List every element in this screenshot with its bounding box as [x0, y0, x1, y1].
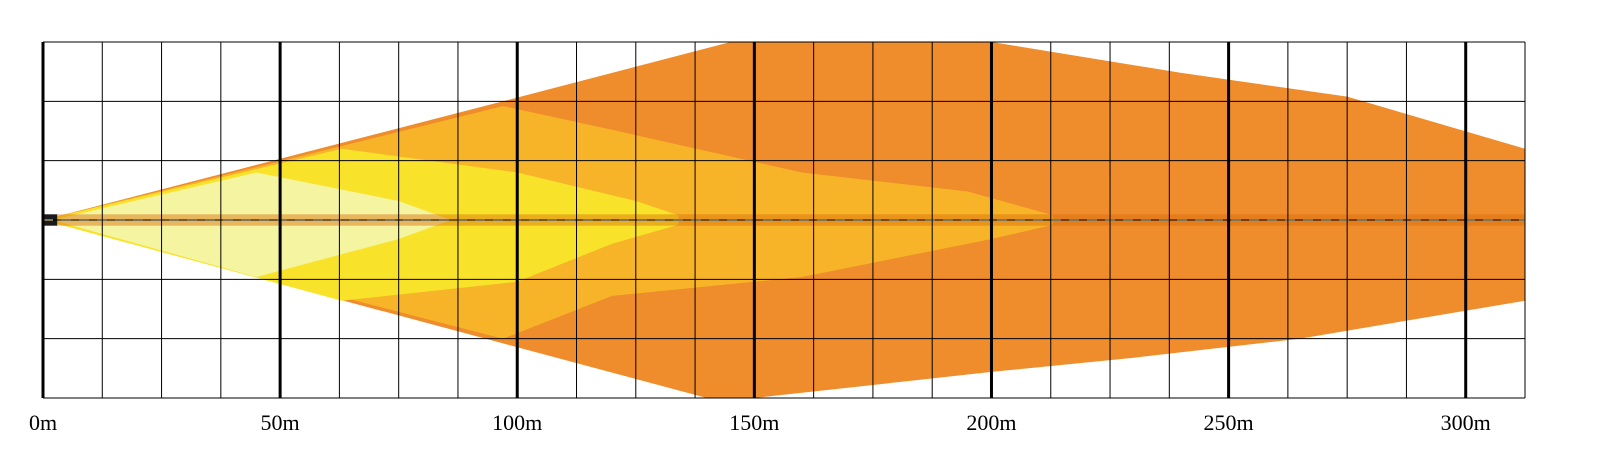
x-tick-label: 150m: [729, 410, 779, 435]
x-tick-label: 200m: [966, 410, 1016, 435]
x-tick-label: 250m: [1204, 410, 1254, 435]
x-tick-label: 50m: [261, 410, 300, 435]
beam-zone-near: [52, 172, 451, 277]
grid: [41, 41, 1526, 399]
x-tick-label: 100m: [492, 410, 542, 435]
x-axis-tick-labels: 0m 50m 100m 150m 200m 250m 300m: [29, 410, 1491, 435]
x-tick-label: 300m: [1441, 410, 1491, 435]
x-tick-label: 0m: [29, 410, 57, 435]
